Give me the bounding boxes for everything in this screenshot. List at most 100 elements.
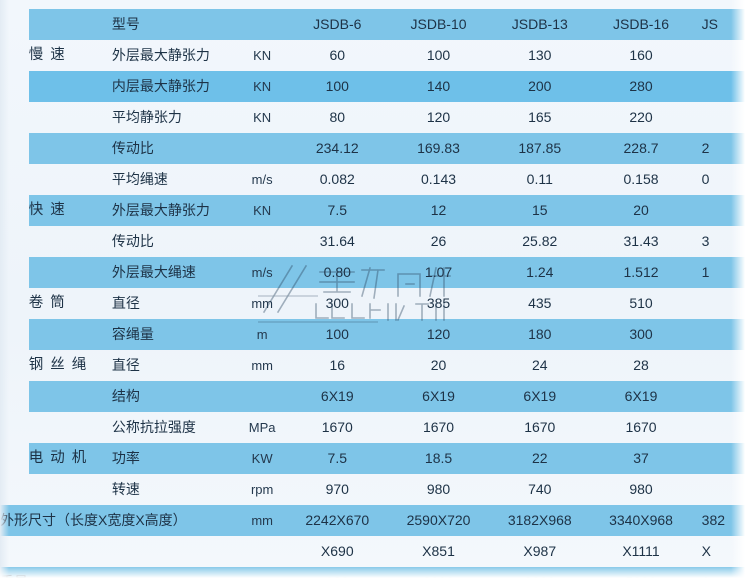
table-cell: 6 (691, 567, 745, 578)
table-cell: 16 (329, 357, 346, 374)
table-cell (691, 319, 745, 350)
table-cell: 300 (325, 295, 349, 312)
table-body: 型号 JSDB-6 JSDB-10 JSDB-13 JSDB-16 JS 慢速 … (0, 9, 745, 578)
table-row: 电动机 功率 KW 7.5 18.5 22 37 (0, 443, 745, 474)
row-unit-label: m (237, 319, 287, 350)
row-param-label: 直径 (111, 357, 140, 374)
table-cell: 2000 (387, 567, 490, 578)
row-unit-label: KN (237, 195, 287, 226)
table-cell: 0.11 (526, 171, 553, 188)
table-cell: 382 (691, 505, 745, 536)
table-cell: 31.43 (623, 233, 659, 250)
row-gutter (0, 164, 29, 195)
table-cell: 385 (426, 295, 451, 312)
table-cell: 120 (426, 109, 451, 126)
table-row: 转速 rpm 970 980 740 980 (0, 474, 745, 505)
row-group-label (28, 319, 112, 350)
weight-caption: 重量 (0, 567, 238, 578)
row-group-label: 慢速 (28, 46, 72, 63)
row-unit-label: m/s (237, 257, 287, 288)
table-cell: 3800 (489, 567, 591, 578)
row-group-label (29, 474, 112, 505)
table-cell: 12 (387, 195, 490, 226)
row-gutter (0, 133, 29, 164)
row-group-label (28, 71, 112, 102)
cell-model-4: JSDB-16 (590, 9, 692, 40)
row-unit-label: KN (237, 71, 287, 102)
row-gutter (0, 40, 29, 71)
row-group-label: 钢丝绳 (28, 356, 94, 373)
table-cell: 1.512 (590, 257, 692, 288)
table-row: 内层最大静张力 KN 100 140 200 280 (0, 71, 745, 102)
table-row: 容绳量 m 100 120 180 300 (0, 319, 745, 350)
row-gutter (0, 412, 29, 443)
row-param-label: 传动比 (111, 233, 154, 250)
overall-dimensions-caption: 外形尺寸（长度X宽度X高度） (0, 505, 238, 536)
row-unit-label (238, 226, 287, 257)
row-param-label: 外层最大静张力 (111, 47, 210, 64)
table-cell (692, 288, 745, 319)
table-cell: 100 (286, 71, 388, 102)
table-cell: 5000 (590, 567, 692, 578)
table-cell: 20 (430, 357, 447, 374)
row-gutter (0, 257, 29, 288)
table-row: 公称抗拉强度 MPa 1670 1670 1670 1670 (0, 412, 745, 443)
row-param-label: 外层最大静张力 (111, 195, 238, 226)
table-cell: 169.83 (387, 133, 490, 164)
row-param-label (112, 536, 238, 567)
row-param-label: 公称抗拉强度 (111, 419, 196, 436)
table-cell: 234.12 (286, 133, 388, 164)
row-unit-label: rpm (250, 481, 274, 497)
row-group-label (29, 164, 112, 195)
table-cell (691, 381, 745, 412)
row-unit-label: KW (237, 443, 287, 474)
table-cell: X1111 (622, 543, 660, 560)
table-cell: 130 (528, 47, 552, 64)
row-param-label: 结构 (111, 381, 238, 412)
table-cell: 187.85 (489, 133, 591, 164)
row-gutter (0, 350, 29, 381)
cell-model-3: JSDB-13 (489, 9, 591, 40)
row-gutter (0, 226, 29, 257)
row-unit-label (238, 536, 287, 567)
table-cell: 180 (489, 319, 591, 350)
table-cell: 200 (489, 71, 591, 102)
table-cell: 26 (430, 233, 447, 250)
table-cell: 220 (629, 109, 653, 126)
table-row: 重量 Kg 980 2000 3800 5000 6 (0, 567, 745, 578)
table-cell: X851 (422, 543, 455, 560)
row-param-label: 内层最大静张力 (111, 71, 238, 102)
row-param-label: 容绳量 (111, 319, 238, 350)
row-unit-label: MPa (248, 419, 276, 435)
cell-model-5: JS (691, 9, 745, 40)
row-group-label: 卷筒 (28, 294, 72, 311)
row-gutter (0, 536, 29, 567)
table-cell: 140 (387, 71, 490, 102)
table-cell: 6X19 (590, 381, 692, 412)
table-cell: 980 (629, 481, 653, 498)
table-cell: 510 (629, 295, 653, 312)
table-row: 快速 外层最大静张力 KN 7.5 12 15 20 (0, 195, 745, 226)
table-cell: 3340X968 (590, 505, 692, 536)
row-group-label (28, 257, 112, 288)
table-cell: 20 (590, 195, 692, 226)
table-cell: 3182X968 (489, 505, 591, 536)
row-unit-label (237, 9, 287, 40)
table-cell (691, 71, 745, 102)
row-unit-label: Kg (237, 567, 287, 578)
row-param-label: 直径 (111, 295, 140, 312)
table-cell: 160 (629, 47, 653, 64)
table-cell: 7.5 (286, 195, 388, 226)
row-gutter (0, 195, 29, 226)
row-group-label: 电动机 (28, 443, 112, 474)
table-cell: 80 (329, 109, 346, 126)
table-cell (692, 474, 745, 505)
table-cell (691, 443, 745, 474)
table-cell: 1670 (422, 419, 455, 436)
table-row: 传动比 31.64 26 25.82 31.43 3 (0, 226, 745, 257)
table-cell: 37 (590, 443, 692, 474)
row-gutter (0, 288, 29, 319)
table-cell: 165 (528, 109, 552, 126)
table-cell: 980 (426, 481, 451, 498)
table-row: 结构 6X19 6X19 6X19 6X19 (0, 381, 745, 412)
